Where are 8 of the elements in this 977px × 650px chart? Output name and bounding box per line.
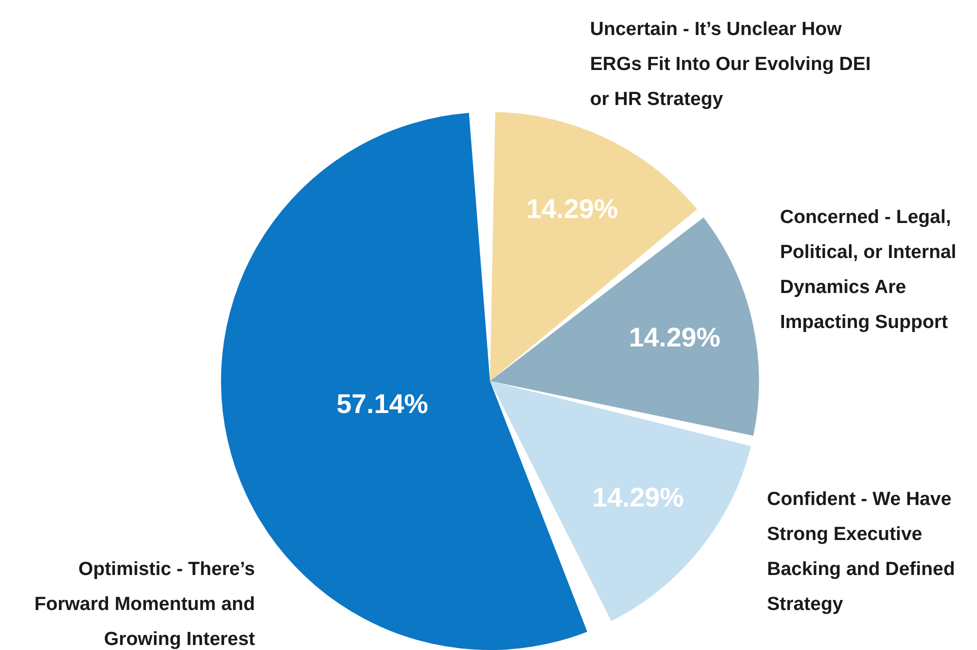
data-label: 57.14% (336, 389, 428, 420)
slice-label: Uncertain - It’s Unclear How ERGs Fit Into Our Evolving DEI or HR Strategy (590, 19, 871, 110)
data-label: 14.29% (526, 194, 618, 224)
slice-label: Confident - We Have Strong Executive Backing and Defined Strategy (767, 489, 955, 616)
data-label: 14.29% (592, 482, 684, 513)
slice-label: Concerned - Legal, Political, or Internal Dynamics Are Impacting Support (780, 207, 956, 334)
slice-label: Optimistic - There’s Forward Momentum and Growing Interest (34, 559, 256, 650)
data-label: 14.29% (628, 322, 720, 352)
